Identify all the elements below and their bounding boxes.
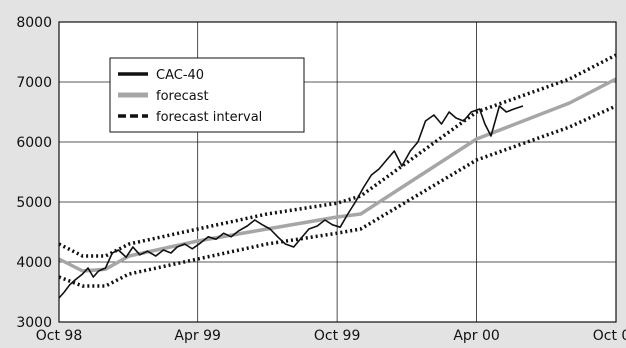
- legend-label-forecast-interval: forecast interval: [156, 110, 262, 125]
- y-tick-label-5000: 5000: [16, 195, 52, 211]
- y-tick-label-6000: 6000: [16, 135, 52, 151]
- series-group: [58, 53, 617, 299]
- legend-label-cac40: CAC-40: [156, 68, 204, 83]
- y-axis-tick-labels: 3000 4000 5000 6000 7000 8000: [16, 15, 52, 331]
- legend-label-forecast: forecast: [156, 89, 209, 104]
- legend: CAC-40 forecast forecast interval: [109, 57, 305, 133]
- x-tick-label-2: Oct 99: [314, 328, 360, 344]
- forecast-interval-upper-line: [58, 53, 617, 258]
- forecast-interval-lower-line: [58, 104, 617, 288]
- x-tick-label-4: Oct 00: [593, 328, 626, 344]
- x-axis-tick-labels: Oct 98 Apr 99 Oct 99 Apr 00 Oct 00: [36, 328, 626, 344]
- x-tick-label-3: Apr 00: [453, 328, 499, 344]
- y-tick-label-7000: 7000: [16, 75, 52, 91]
- y-tick-label-8000: 8000: [16, 15, 52, 31]
- forecast-line: [58, 77, 617, 273]
- x-tick-label-0: Oct 98: [36, 328, 82, 344]
- y-tick-label-3000: 3000: [16, 315, 52, 331]
- cac40-line: [58, 105, 524, 299]
- plot-frame: [58, 21, 617, 323]
- x-tick-label-1: Apr 99: [174, 328, 220, 344]
- y-tick-label-4000: 4000: [16, 255, 52, 271]
